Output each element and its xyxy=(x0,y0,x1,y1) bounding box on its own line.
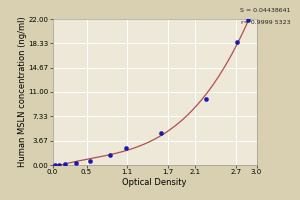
Point xyxy=(62,163,67,166)
Point xyxy=(159,132,164,135)
Point xyxy=(246,19,251,22)
Point xyxy=(53,163,58,167)
Point xyxy=(108,153,113,157)
Point xyxy=(124,146,128,149)
Point xyxy=(57,163,62,166)
Y-axis label: Human MSLN concentration (ng/ml): Human MSLN concentration (ng/ml) xyxy=(18,17,27,167)
Point xyxy=(203,97,208,100)
Point xyxy=(88,160,92,163)
X-axis label: Optical Density: Optical Density xyxy=(122,178,187,187)
Point xyxy=(235,41,240,44)
Point xyxy=(74,162,79,165)
Text: S = 0.04438641: S = 0.04438641 xyxy=(241,8,291,13)
Text: r= 0.9999 5323: r= 0.9999 5323 xyxy=(242,20,291,25)
